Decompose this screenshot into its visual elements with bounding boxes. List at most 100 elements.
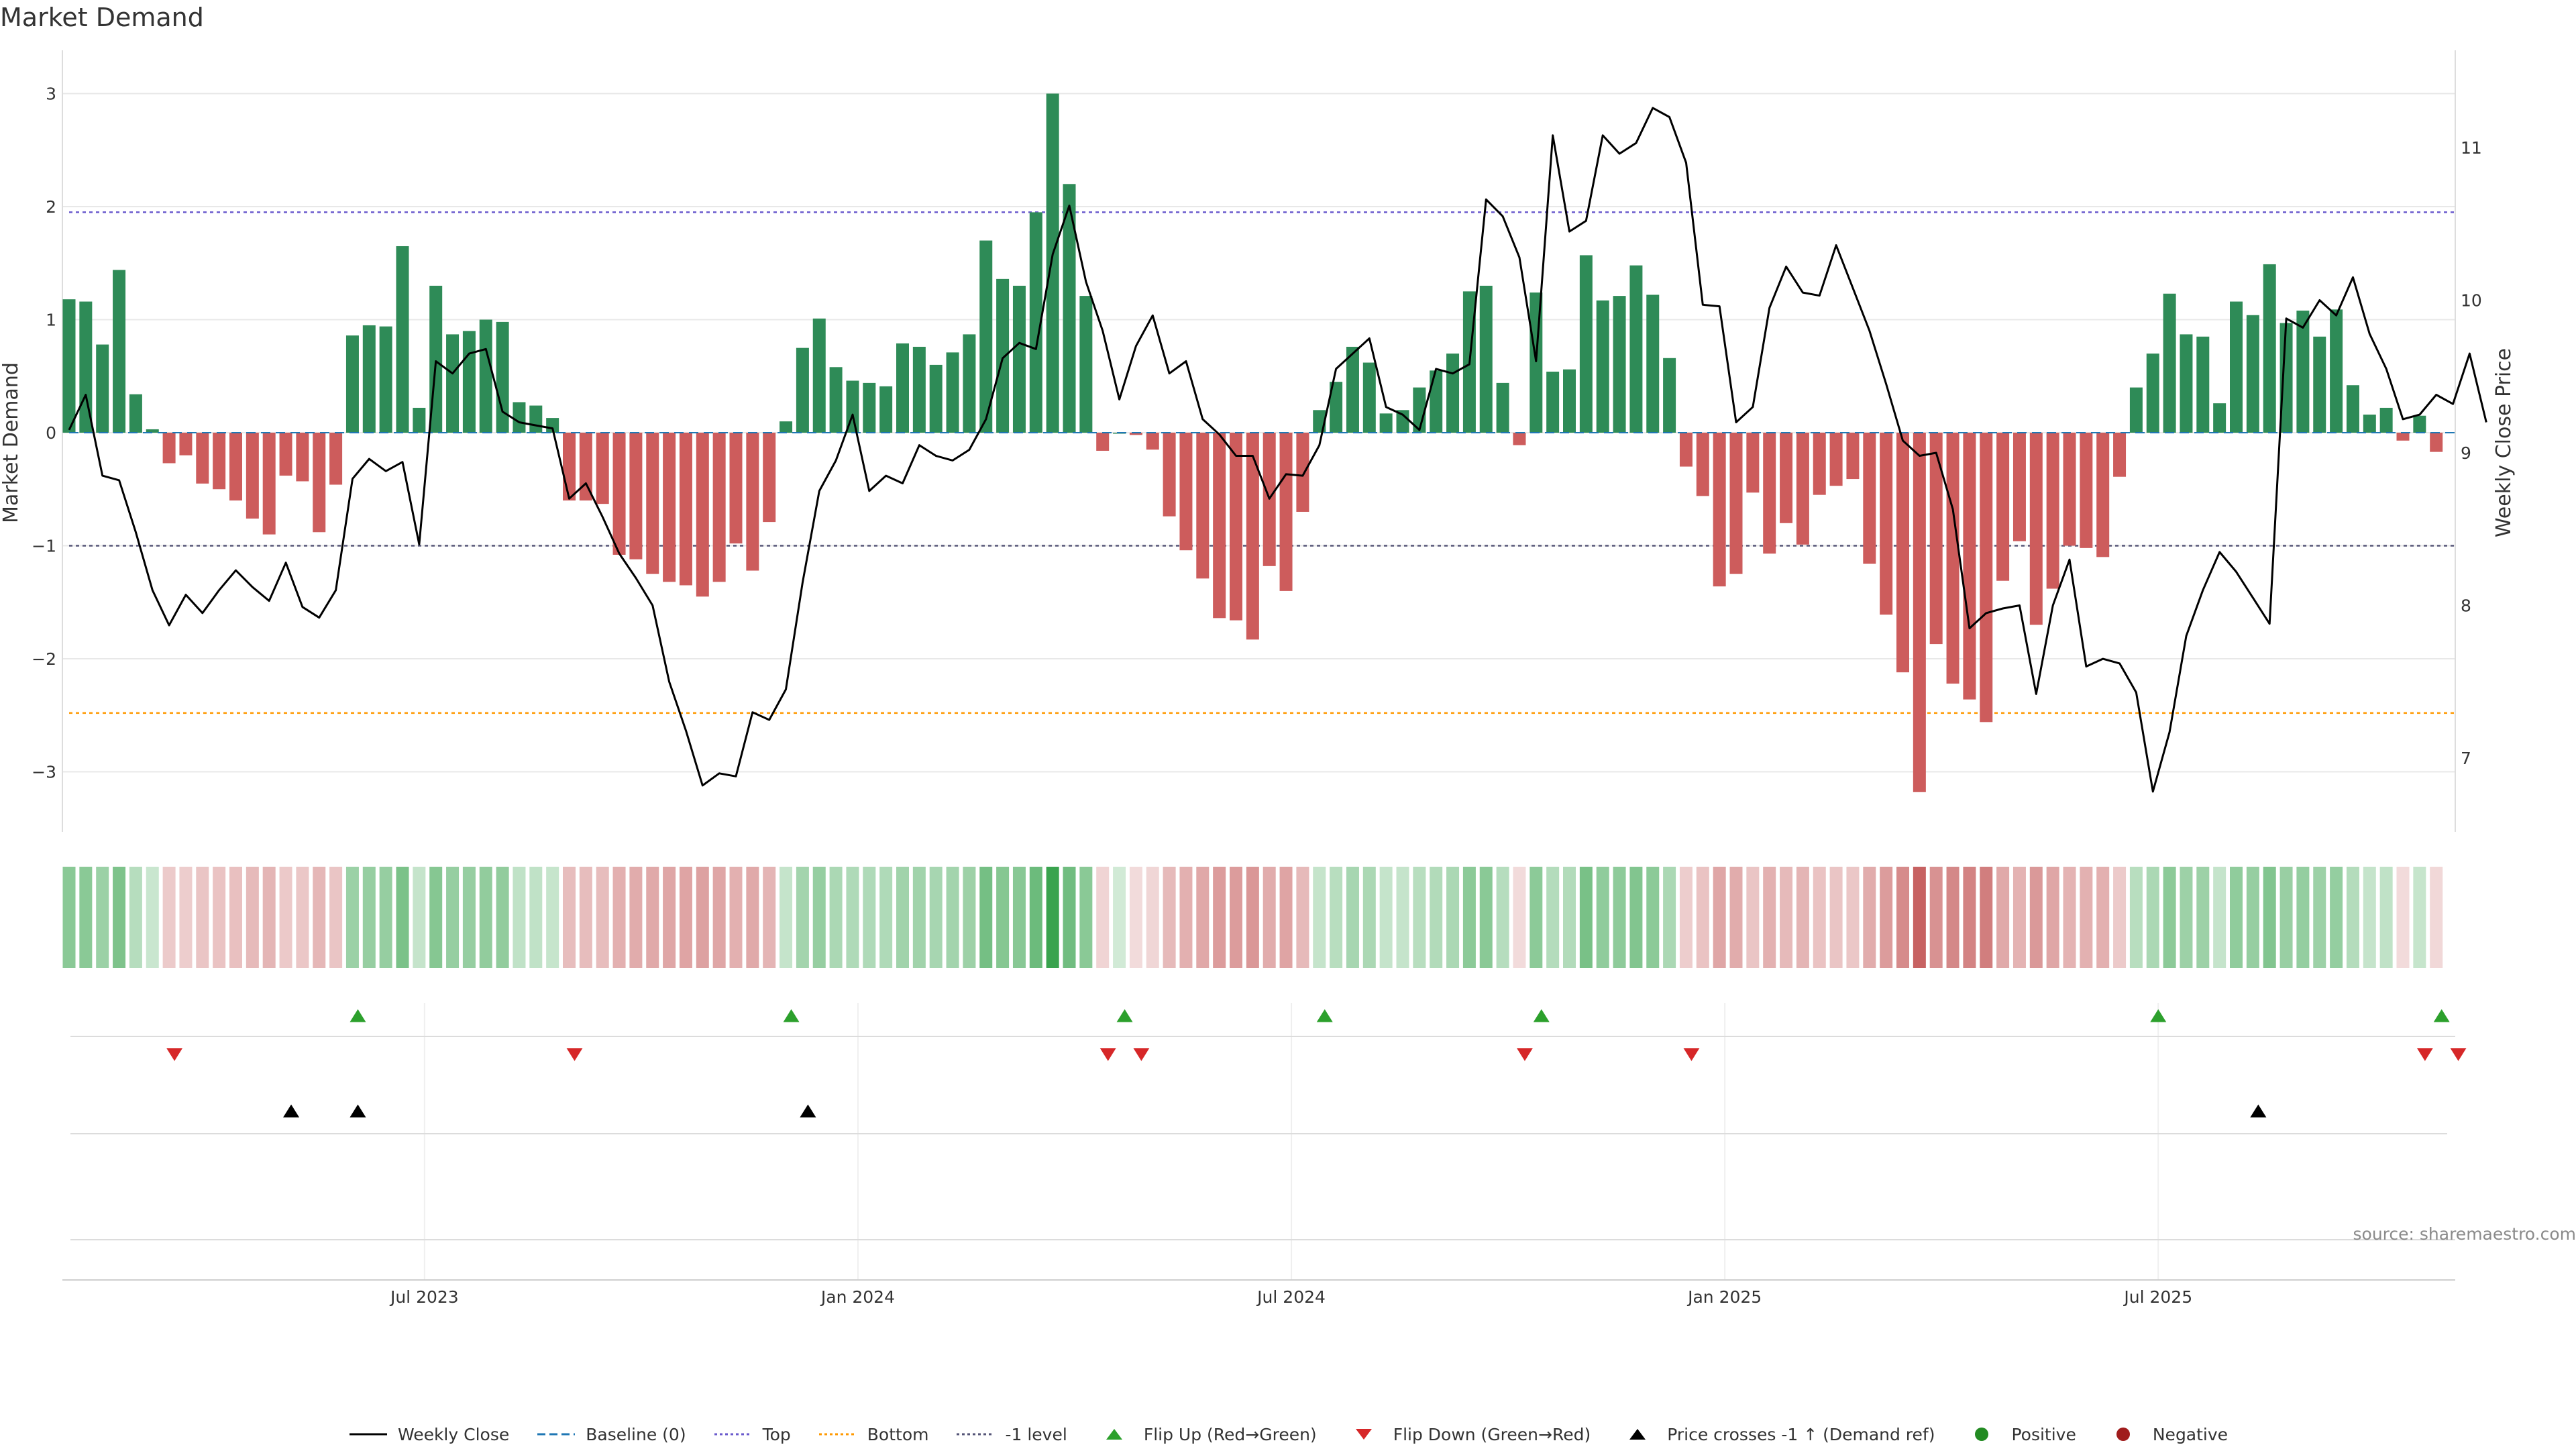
demand-bar [513,402,526,433]
heat-cell [596,867,609,968]
demand-bar [2180,334,2193,433]
heat-cell [446,867,460,968]
legend-marker-icon [957,1433,995,1436]
heat-cell [2279,867,2293,968]
demand-bar [646,433,659,574]
legend-item: Flip Down (Green→Red) [1344,1425,1591,1444]
demand-bar [1996,433,2010,581]
legend-marker-icon [1355,1429,1372,1440]
heat-cell [1763,867,1776,968]
heat-cell [746,867,759,968]
heat-cell [113,867,126,968]
heat-cell [1846,867,1860,968]
heat-cell [946,867,959,968]
heat-cell [963,867,976,968]
heat-cell [1113,867,1126,968]
demand-bar [213,433,226,490]
demand-bar [413,407,426,433]
demand-bar [1246,433,1259,640]
demand-bar [2196,336,2210,433]
heat-cell [1146,867,1159,968]
y-tick-label: 0 [46,423,56,443]
heat-cell [1579,867,1593,968]
demand-bar [579,433,592,501]
heat-cell [1546,867,1560,968]
heat-cell [213,867,226,968]
demand-bar [1713,433,1726,587]
flip-down-marker [166,1048,183,1061]
heat-cell [79,867,93,968]
demand-bar [479,319,492,433]
demand-bar [1296,433,1309,512]
heat-cell [2363,867,2376,968]
legend-marker-icon [537,1433,576,1436]
heat-cell [796,867,809,968]
heat-cell [1479,867,1493,968]
y-tick-label: 1 [46,311,56,330]
heat-cell [2396,867,2410,968]
demand-bar [2163,293,2176,433]
demand-bar [546,418,559,433]
heat-cell [479,867,492,968]
heat-cell [462,867,476,968]
heat-cell [96,867,109,968]
legend-item: Weekly Close [348,1425,509,1444]
heat-cell [2180,867,2193,968]
flip-up-marker [2433,1009,2450,1022]
heat-cell [1613,867,1626,968]
page-title: Market Demand [0,3,204,32]
demand-bar [296,433,309,482]
heat-cell [1046,867,1059,968]
heat-cell [1629,867,1643,968]
heat-cell [629,867,643,968]
heat-cell [1563,867,1576,968]
demand-bar [1846,433,1860,480]
demand-bar [279,433,292,476]
demand-bar [2379,407,2393,433]
demand-bar [712,433,726,582]
demand-bar [2363,415,2376,433]
demand-bar [313,433,326,533]
legend-label: Price crosses -1 ↑ (Demand ref) [1667,1424,1935,1444]
legend-label: Positive [2011,1424,2076,1444]
heat-cell [1529,867,1543,968]
heat-cell [1296,867,1309,968]
demand-bar [462,331,476,433]
heat-cell [1263,867,1276,968]
heat-cell [1362,867,1376,968]
heat-cell [579,867,592,968]
demand-bar [979,240,993,433]
demand-bar [1579,255,1593,433]
demand-bar [896,343,909,433]
x-tick-label: Jan 2024 [820,1287,895,1307]
demand-bar [629,433,643,559]
heat-cell [513,867,526,968]
demand-bar [912,346,926,433]
legend-marker-icon [2116,1428,2130,1441]
demand-bar [1663,358,1676,433]
heat-cell [829,867,843,968]
heat-cell [1379,867,1393,968]
demand-bar [162,433,176,464]
heat-cell [2430,867,2443,968]
heat-cell [2146,867,2159,968]
heat-cell [612,867,626,968]
heat-cell [1913,867,1926,968]
heat-cell [646,867,659,968]
demand-bar [696,433,709,597]
demand-bar [2113,433,2127,477]
heat-cell [1446,867,1460,968]
heat-cell [2196,867,2210,968]
heat-cell [1946,867,1960,968]
y2-tick-label: 8 [2461,596,2471,616]
demand-bar [1980,433,1993,722]
demand-bar [946,352,959,433]
demand-bar [1729,433,1743,574]
flip-down-marker [566,1048,583,1061]
demand-bar [1629,265,1643,433]
heat-cell [1413,867,1426,968]
demand-bar [146,429,159,433]
heat-cell [1396,867,1409,968]
heat-cell [1129,867,1142,968]
